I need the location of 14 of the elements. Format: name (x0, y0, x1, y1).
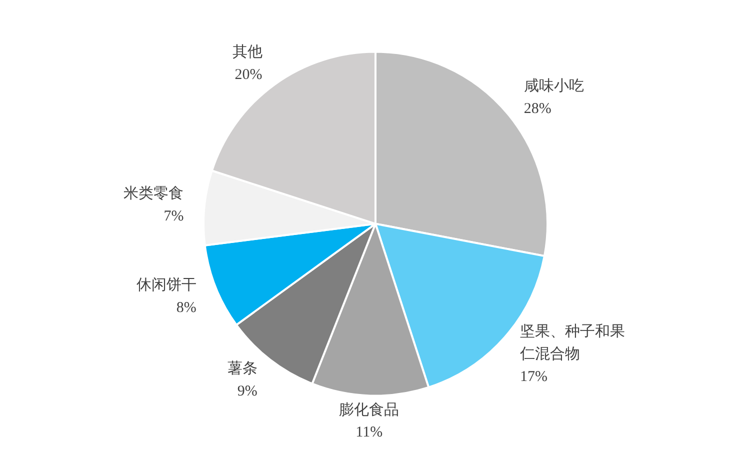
data-label: 20% (234, 66, 262, 83)
data-label: 17% (520, 368, 548, 385)
slice-label: 膨化食品 (339, 401, 400, 418)
data-label: 9% (237, 383, 258, 400)
data-label: 28% (524, 100, 552, 117)
slice-label: 其他 (232, 44, 262, 61)
slice-label: 米类零食 (124, 184, 184, 202)
slice-label: 休闲饼干 (136, 276, 196, 294)
data-label: 8% (176, 300, 196, 316)
data-label: 7% (164, 208, 184, 224)
slice-label: 咸味小吃 (524, 78, 584, 94)
slice-label: 坚果、种子和果仁混合物 (519, 323, 625, 363)
slice-label: 薯条 (227, 360, 258, 377)
data-label: 11% (356, 424, 383, 441)
